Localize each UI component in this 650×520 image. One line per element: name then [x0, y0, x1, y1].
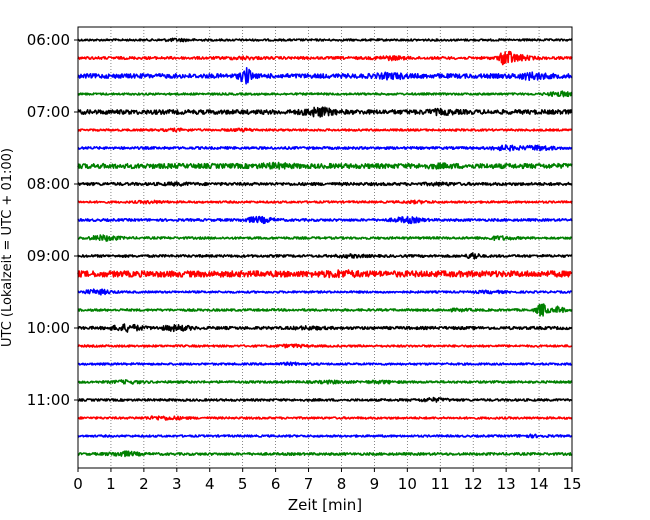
y-tick-label: 06:00 [27, 31, 70, 49]
trace-1115 [77, 415, 573, 421]
trace-0700 [77, 106, 573, 118]
trace-0630 [77, 66, 573, 85]
trace-1015 [77, 343, 573, 349]
x-tick-label: 0 [73, 475, 83, 493]
x-tick-label: 11 [431, 475, 450, 493]
x-tick-label: 7 [304, 475, 314, 493]
x-tick-label: 12 [464, 475, 483, 493]
trace-0900 [77, 252, 573, 260]
plot-background [78, 27, 572, 468]
x-tick-label: 1 [106, 475, 116, 493]
x-axis-label: Zeit [min] [288, 496, 362, 514]
y-axis-label: UTC (Lokalzeit = UTC + 01:00) [0, 148, 15, 347]
trace-0830 [77, 215, 573, 225]
x-tick-label: 3 [172, 475, 182, 493]
trace-0600 [77, 37, 573, 43]
y-axis-ticks: 06:00 07:00 08:00 09:00 10:00 11:00 [27, 31, 78, 409]
trace-0715 [77, 127, 573, 133]
x-tick-label: 5 [238, 475, 248, 493]
trace-0815 [77, 199, 573, 205]
trace-0745 [77, 161, 573, 170]
trace-1000 [77, 323, 573, 333]
x-tick-label: 6 [271, 475, 281, 493]
x-tick-label: 15 [562, 475, 581, 493]
x-tick-label: 13 [497, 475, 516, 493]
trace-0730 [77, 144, 573, 152]
y-tick-label: 11:00 [27, 391, 70, 409]
x-tick-label: 9 [370, 475, 380, 493]
plot-frame [77, 26, 573, 469]
trace-1030 [77, 361, 573, 367]
x-tick-label: 4 [205, 475, 215, 493]
x-axis-ticks: 0 1 2 3 4 5 6 7 8 9 10 11 12 13 14 15 [73, 468, 582, 493]
x-tick-label: 8 [337, 475, 347, 493]
trace-0845 [77, 234, 573, 242]
trace-0945 [77, 303, 573, 317]
y-tick-label: 07:00 [27, 103, 70, 121]
trace-1045 [77, 379, 573, 385]
trace-1100 [77, 396, 573, 403]
trace-0615 [77, 50, 573, 66]
trace-0800 [77, 181, 573, 187]
trace-1130 [77, 433, 573, 439]
trace-0645 [77, 90, 573, 98]
y-tick-label: 09:00 [27, 247, 70, 265]
trace-0930 [77, 288, 573, 296]
x-tick-label: 10 [398, 475, 417, 493]
y-tick-label: 08:00 [27, 175, 70, 193]
y-tick-label: 10:00 [27, 319, 70, 337]
trace-1145 [77, 450, 573, 458]
x-tick-label: 2 [139, 475, 149, 493]
x-tick-label: 14 [530, 475, 549, 493]
trace-group [77, 37, 573, 458]
trace-0915 [77, 269, 573, 279]
